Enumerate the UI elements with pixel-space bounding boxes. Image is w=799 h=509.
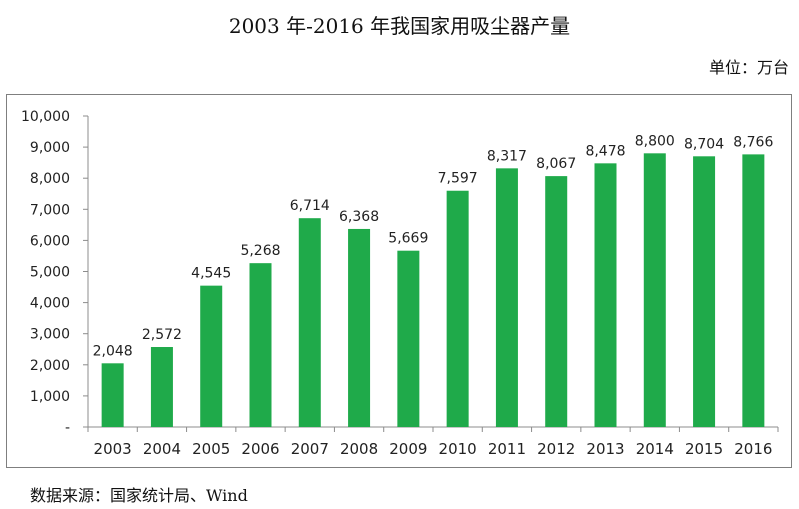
bar [693, 156, 716, 427]
data-label: 6,368 [339, 209, 379, 225]
y-tick-label: 4,000 [30, 296, 70, 312]
data-label: 8,067 [536, 156, 576, 172]
data-label: 5,669 [388, 231, 428, 247]
bar [397, 250, 420, 427]
x-tick-label: 2013 [586, 440, 624, 458]
x-tick-label: 2016 [734, 440, 772, 458]
data-label: 5,268 [240, 243, 280, 259]
x-tick-label: 2006 [241, 440, 279, 458]
source-note: 数据来源：国家统计局、Wind [30, 486, 248, 505]
x-tick-label: 2010 [439, 440, 477, 458]
data-label: 2,048 [93, 343, 133, 359]
data-label: 7,597 [438, 171, 478, 187]
x-tick-label: 2003 [94, 440, 132, 458]
bar [594, 163, 617, 427]
data-label: 8,800 [635, 133, 675, 149]
y-tick-label: 9,000 [30, 140, 70, 156]
x-tick-label: 2014 [636, 440, 674, 458]
data-label: 4,545 [191, 266, 231, 282]
bar [150, 347, 173, 427]
bar [298, 218, 321, 427]
x-tick-label: 2007 [291, 440, 329, 458]
y-tick-label: - [65, 420, 70, 436]
data-label: 8,704 [684, 136, 724, 152]
y-tick-label: 7,000 [30, 202, 70, 218]
y-tick-label: 5,000 [30, 265, 70, 281]
bar [101, 363, 124, 427]
bar [742, 154, 765, 428]
y-tick-label: 1,000 [30, 389, 70, 405]
x-tick-label: 2004 [143, 440, 181, 458]
chart-title: 2003 年-2016 年我国家用吸尘器产量 [228, 14, 571, 38]
y-tick-label: 8,000 [30, 171, 70, 187]
x-tick-label: 2009 [389, 440, 427, 458]
y-tick-label: 3,000 [30, 327, 70, 343]
data-label: 8,766 [733, 134, 773, 150]
data-label: 2,572 [142, 327, 182, 343]
chart-frame [6, 94, 792, 468]
y-tick-label: 2,000 [30, 358, 70, 374]
x-tick-label: 2015 [685, 440, 723, 458]
x-tick-label: 2011 [488, 440, 526, 458]
bar [446, 190, 469, 427]
data-label: 8,478 [585, 143, 625, 159]
bar [643, 153, 666, 427]
bar [348, 228, 371, 427]
data-label: 6,714 [290, 198, 330, 214]
y-tick-label: 10,000 [21, 109, 70, 125]
bar [545, 176, 568, 427]
x-tick-label: 2005 [192, 440, 230, 458]
bar [200, 285, 223, 427]
x-tick-label: 2012 [537, 440, 575, 458]
x-tick-label: 2008 [340, 440, 378, 458]
bar [495, 168, 518, 427]
data-label: 8,317 [487, 148, 527, 164]
bar [249, 263, 272, 427]
unit-label: 单位：万台 [708, 58, 789, 77]
y-tick-label: 6,000 [30, 233, 70, 249]
